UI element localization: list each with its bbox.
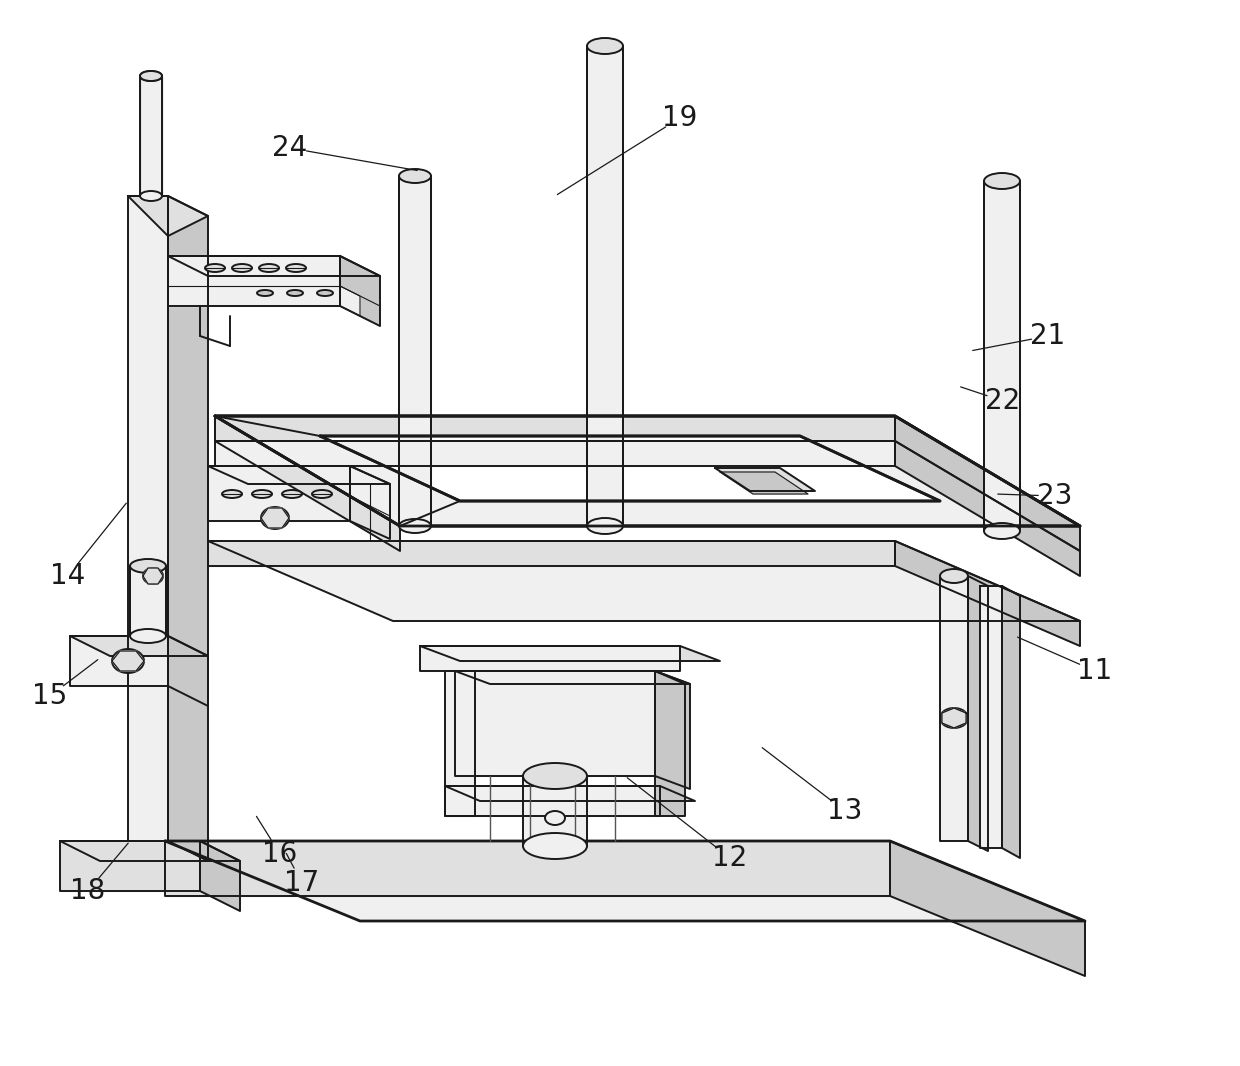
Polygon shape <box>587 46 622 526</box>
Polygon shape <box>167 636 208 706</box>
Polygon shape <box>455 671 689 684</box>
Ellipse shape <box>399 169 432 183</box>
Polygon shape <box>167 256 379 276</box>
Polygon shape <box>320 436 940 501</box>
Text: 14: 14 <box>51 562 86 589</box>
Ellipse shape <box>260 507 289 529</box>
Polygon shape <box>128 196 167 841</box>
Ellipse shape <box>985 173 1021 189</box>
Ellipse shape <box>257 290 273 296</box>
Polygon shape <box>143 568 162 584</box>
Text: 23: 23 <box>1038 482 1073 510</box>
Ellipse shape <box>112 649 144 673</box>
Ellipse shape <box>130 629 166 643</box>
Ellipse shape <box>985 523 1021 539</box>
Polygon shape <box>215 416 401 551</box>
Polygon shape <box>890 841 1085 976</box>
Ellipse shape <box>222 490 242 498</box>
Polygon shape <box>112 651 144 671</box>
Polygon shape <box>167 256 340 306</box>
Polygon shape <box>200 841 241 911</box>
Text: 21: 21 <box>1030 322 1065 350</box>
Ellipse shape <box>317 290 334 296</box>
Polygon shape <box>208 542 895 566</box>
Polygon shape <box>455 671 655 776</box>
Ellipse shape <box>940 569 968 583</box>
Polygon shape <box>60 841 241 861</box>
Polygon shape <box>655 671 684 815</box>
Polygon shape <box>895 542 1080 646</box>
Polygon shape <box>445 671 475 815</box>
Polygon shape <box>940 576 968 841</box>
Ellipse shape <box>140 71 162 81</box>
Text: 16: 16 <box>263 840 298 868</box>
Ellipse shape <box>140 191 162 201</box>
Polygon shape <box>215 416 1080 526</box>
Ellipse shape <box>312 490 332 498</box>
Ellipse shape <box>940 708 968 728</box>
Polygon shape <box>1002 586 1021 858</box>
Polygon shape <box>523 776 587 846</box>
Polygon shape <box>60 841 200 891</box>
Polygon shape <box>942 708 966 728</box>
Text: 13: 13 <box>827 797 863 825</box>
Polygon shape <box>445 786 694 801</box>
Polygon shape <box>399 176 432 526</box>
Polygon shape <box>130 566 166 636</box>
Polygon shape <box>215 416 895 441</box>
Ellipse shape <box>286 264 306 272</box>
Ellipse shape <box>523 763 587 789</box>
Polygon shape <box>420 646 680 671</box>
Ellipse shape <box>252 490 272 498</box>
Ellipse shape <box>587 518 622 534</box>
Polygon shape <box>980 586 1002 847</box>
Ellipse shape <box>140 71 162 81</box>
Polygon shape <box>655 671 689 789</box>
Polygon shape <box>445 786 660 815</box>
Ellipse shape <box>130 559 166 574</box>
Text: 12: 12 <box>712 844 748 872</box>
Polygon shape <box>985 181 1021 531</box>
Polygon shape <box>208 466 391 484</box>
Polygon shape <box>208 466 350 521</box>
Polygon shape <box>895 416 1080 551</box>
Ellipse shape <box>587 38 622 54</box>
Text: 22: 22 <box>986 387 1021 415</box>
Ellipse shape <box>546 811 565 825</box>
Text: 11: 11 <box>1078 657 1112 685</box>
Polygon shape <box>215 441 895 466</box>
Polygon shape <box>340 256 379 326</box>
Polygon shape <box>260 508 289 528</box>
Text: 19: 19 <box>662 104 698 132</box>
Ellipse shape <box>281 490 303 498</box>
Text: 15: 15 <box>32 682 68 710</box>
Polygon shape <box>165 841 1085 921</box>
Ellipse shape <box>399 519 432 533</box>
Polygon shape <box>167 196 208 861</box>
Polygon shape <box>128 196 208 236</box>
Ellipse shape <box>232 264 252 272</box>
Polygon shape <box>140 76 162 196</box>
Ellipse shape <box>259 264 279 272</box>
Polygon shape <box>165 841 890 897</box>
Polygon shape <box>968 576 988 851</box>
Text: 18: 18 <box>71 877 105 905</box>
Text: 24: 24 <box>273 134 308 162</box>
Polygon shape <box>420 646 720 661</box>
Text: 17: 17 <box>284 869 320 897</box>
Ellipse shape <box>286 290 303 296</box>
Polygon shape <box>895 441 1080 576</box>
Ellipse shape <box>523 833 587 859</box>
Polygon shape <box>208 542 1080 621</box>
Polygon shape <box>69 636 208 656</box>
Polygon shape <box>715 468 815 491</box>
Polygon shape <box>350 466 391 539</box>
Polygon shape <box>69 636 167 687</box>
Polygon shape <box>340 286 360 316</box>
Polygon shape <box>720 472 808 494</box>
Ellipse shape <box>143 568 162 584</box>
Ellipse shape <box>205 264 224 272</box>
